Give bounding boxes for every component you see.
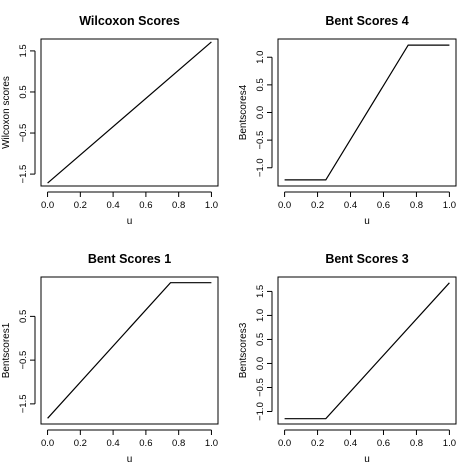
y-tick-label: 1.0 bbox=[255, 51, 266, 64]
y-tick-label: −0.5 bbox=[255, 378, 266, 397]
x-tick-label: 1.0 bbox=[205, 200, 218, 211]
y-tick-label: −1.0 bbox=[255, 402, 266, 421]
x-tick-label: 0.8 bbox=[172, 200, 185, 211]
x-tick-label: 0.4 bbox=[107, 200, 120, 211]
y-tick-label: −0.5 bbox=[18, 124, 29, 143]
x-tick-label: 0.6 bbox=[377, 438, 390, 449]
x-axis-label: u bbox=[364, 216, 370, 227]
chart-title: Bent Scores 1 bbox=[88, 252, 171, 266]
y-tick-label: −1.0 bbox=[255, 158, 266, 177]
x-axis-label: u bbox=[127, 216, 133, 227]
x-tick-label: 0.6 bbox=[139, 438, 152, 449]
plot-frame bbox=[277, 276, 457, 425]
series-line bbox=[47, 282, 212, 419]
y-tick-label: −0.5 bbox=[18, 351, 29, 370]
x-tick-label: 0.8 bbox=[172, 438, 185, 449]
chart-title: Bent Scores 3 bbox=[325, 252, 408, 266]
x-tick-label: 0.0 bbox=[41, 200, 54, 211]
plot-frame bbox=[277, 38, 457, 187]
x-axis-label: u bbox=[364, 454, 370, 465]
chart-panel-1: Wilcoxon Scores 0.0 0.2 0.4 0.6 0.8 1.0 u −1.5 −0… bbox=[1, 14, 219, 227]
x-tick-label: 0.2 bbox=[74, 200, 87, 211]
y-tick-label: −0.5 bbox=[255, 131, 266, 150]
series-line bbox=[284, 44, 450, 181]
y-axis-label: Bentscores1 bbox=[1, 322, 12, 378]
plot-frame bbox=[40, 276, 219, 425]
series-line bbox=[47, 41, 212, 184]
y-tick-label: 0.5 bbox=[18, 85, 29, 98]
x-tick-label: 0.0 bbox=[41, 438, 54, 449]
chart-title: Wilcoxon Scores bbox=[79, 14, 180, 28]
x-tick-label: 0.6 bbox=[377, 200, 390, 211]
y-tick-label: 0.5 bbox=[255, 78, 266, 91]
y-axis-label: Bentscores3 bbox=[238, 322, 249, 378]
y-tick-label: 1.0 bbox=[255, 309, 266, 322]
x-tick-label: 0.8 bbox=[410, 200, 423, 211]
chart-panel-3: Bent Scores 1 0.0 0.2 0.4 0.6 0.8 1.0 u −1.5 −0.5… bbox=[1, 252, 219, 465]
x-tick-label: 1.0 bbox=[205, 438, 218, 449]
x-tick-label: 0.2 bbox=[311, 200, 324, 211]
x-tick-label: 1.0 bbox=[443, 438, 456, 449]
y-tick-label: 1.5 bbox=[18, 44, 29, 57]
x-tick-label: 0.0 bbox=[278, 438, 291, 449]
y-tick-label: −1.5 bbox=[18, 394, 29, 413]
x-tick-label: 0.4 bbox=[344, 438, 357, 449]
y-tick-label: 0.0 bbox=[255, 357, 266, 370]
y-axis-label: Bentscores4 bbox=[238, 84, 249, 140]
x-tick-label: 0.0 bbox=[278, 200, 291, 211]
x-axis-label: u bbox=[127, 454, 133, 465]
y-tick-label: 1.5 bbox=[255, 285, 266, 298]
plot-frame bbox=[40, 38, 219, 187]
chart-panel-2: Bent Scores 4 0.0 0.2 0.4 0.6 0.8 1.0 u −1.0 −0.5… bbox=[238, 14, 457, 227]
x-tick-label: 0.4 bbox=[107, 438, 120, 449]
x-tick-label: 0.8 bbox=[410, 438, 423, 449]
y-tick-label: 0.5 bbox=[255, 333, 266, 346]
x-tick-label: 0.2 bbox=[74, 438, 87, 449]
x-tick-label: 0.2 bbox=[311, 438, 324, 449]
series-line bbox=[284, 282, 450, 420]
chart-panel-4: Bent Scores 3 0.0 0.2 0.4 0.6 0.8 1.0 u −1.0 −0.5… bbox=[238, 252, 457, 465]
y-tick-label: 0.5 bbox=[18, 310, 29, 323]
x-tick-label: 1.0 bbox=[443, 200, 456, 211]
y-tick-label: −1.5 bbox=[18, 165, 29, 184]
x-tick-label: 0.4 bbox=[344, 200, 357, 211]
y-tick-label: 0.0 bbox=[255, 106, 266, 119]
y-axis-label: Wilcoxon scores bbox=[1, 76, 12, 149]
chart-title: Bent Scores 4 bbox=[325, 14, 408, 28]
x-tick-label: 0.6 bbox=[139, 200, 152, 211]
